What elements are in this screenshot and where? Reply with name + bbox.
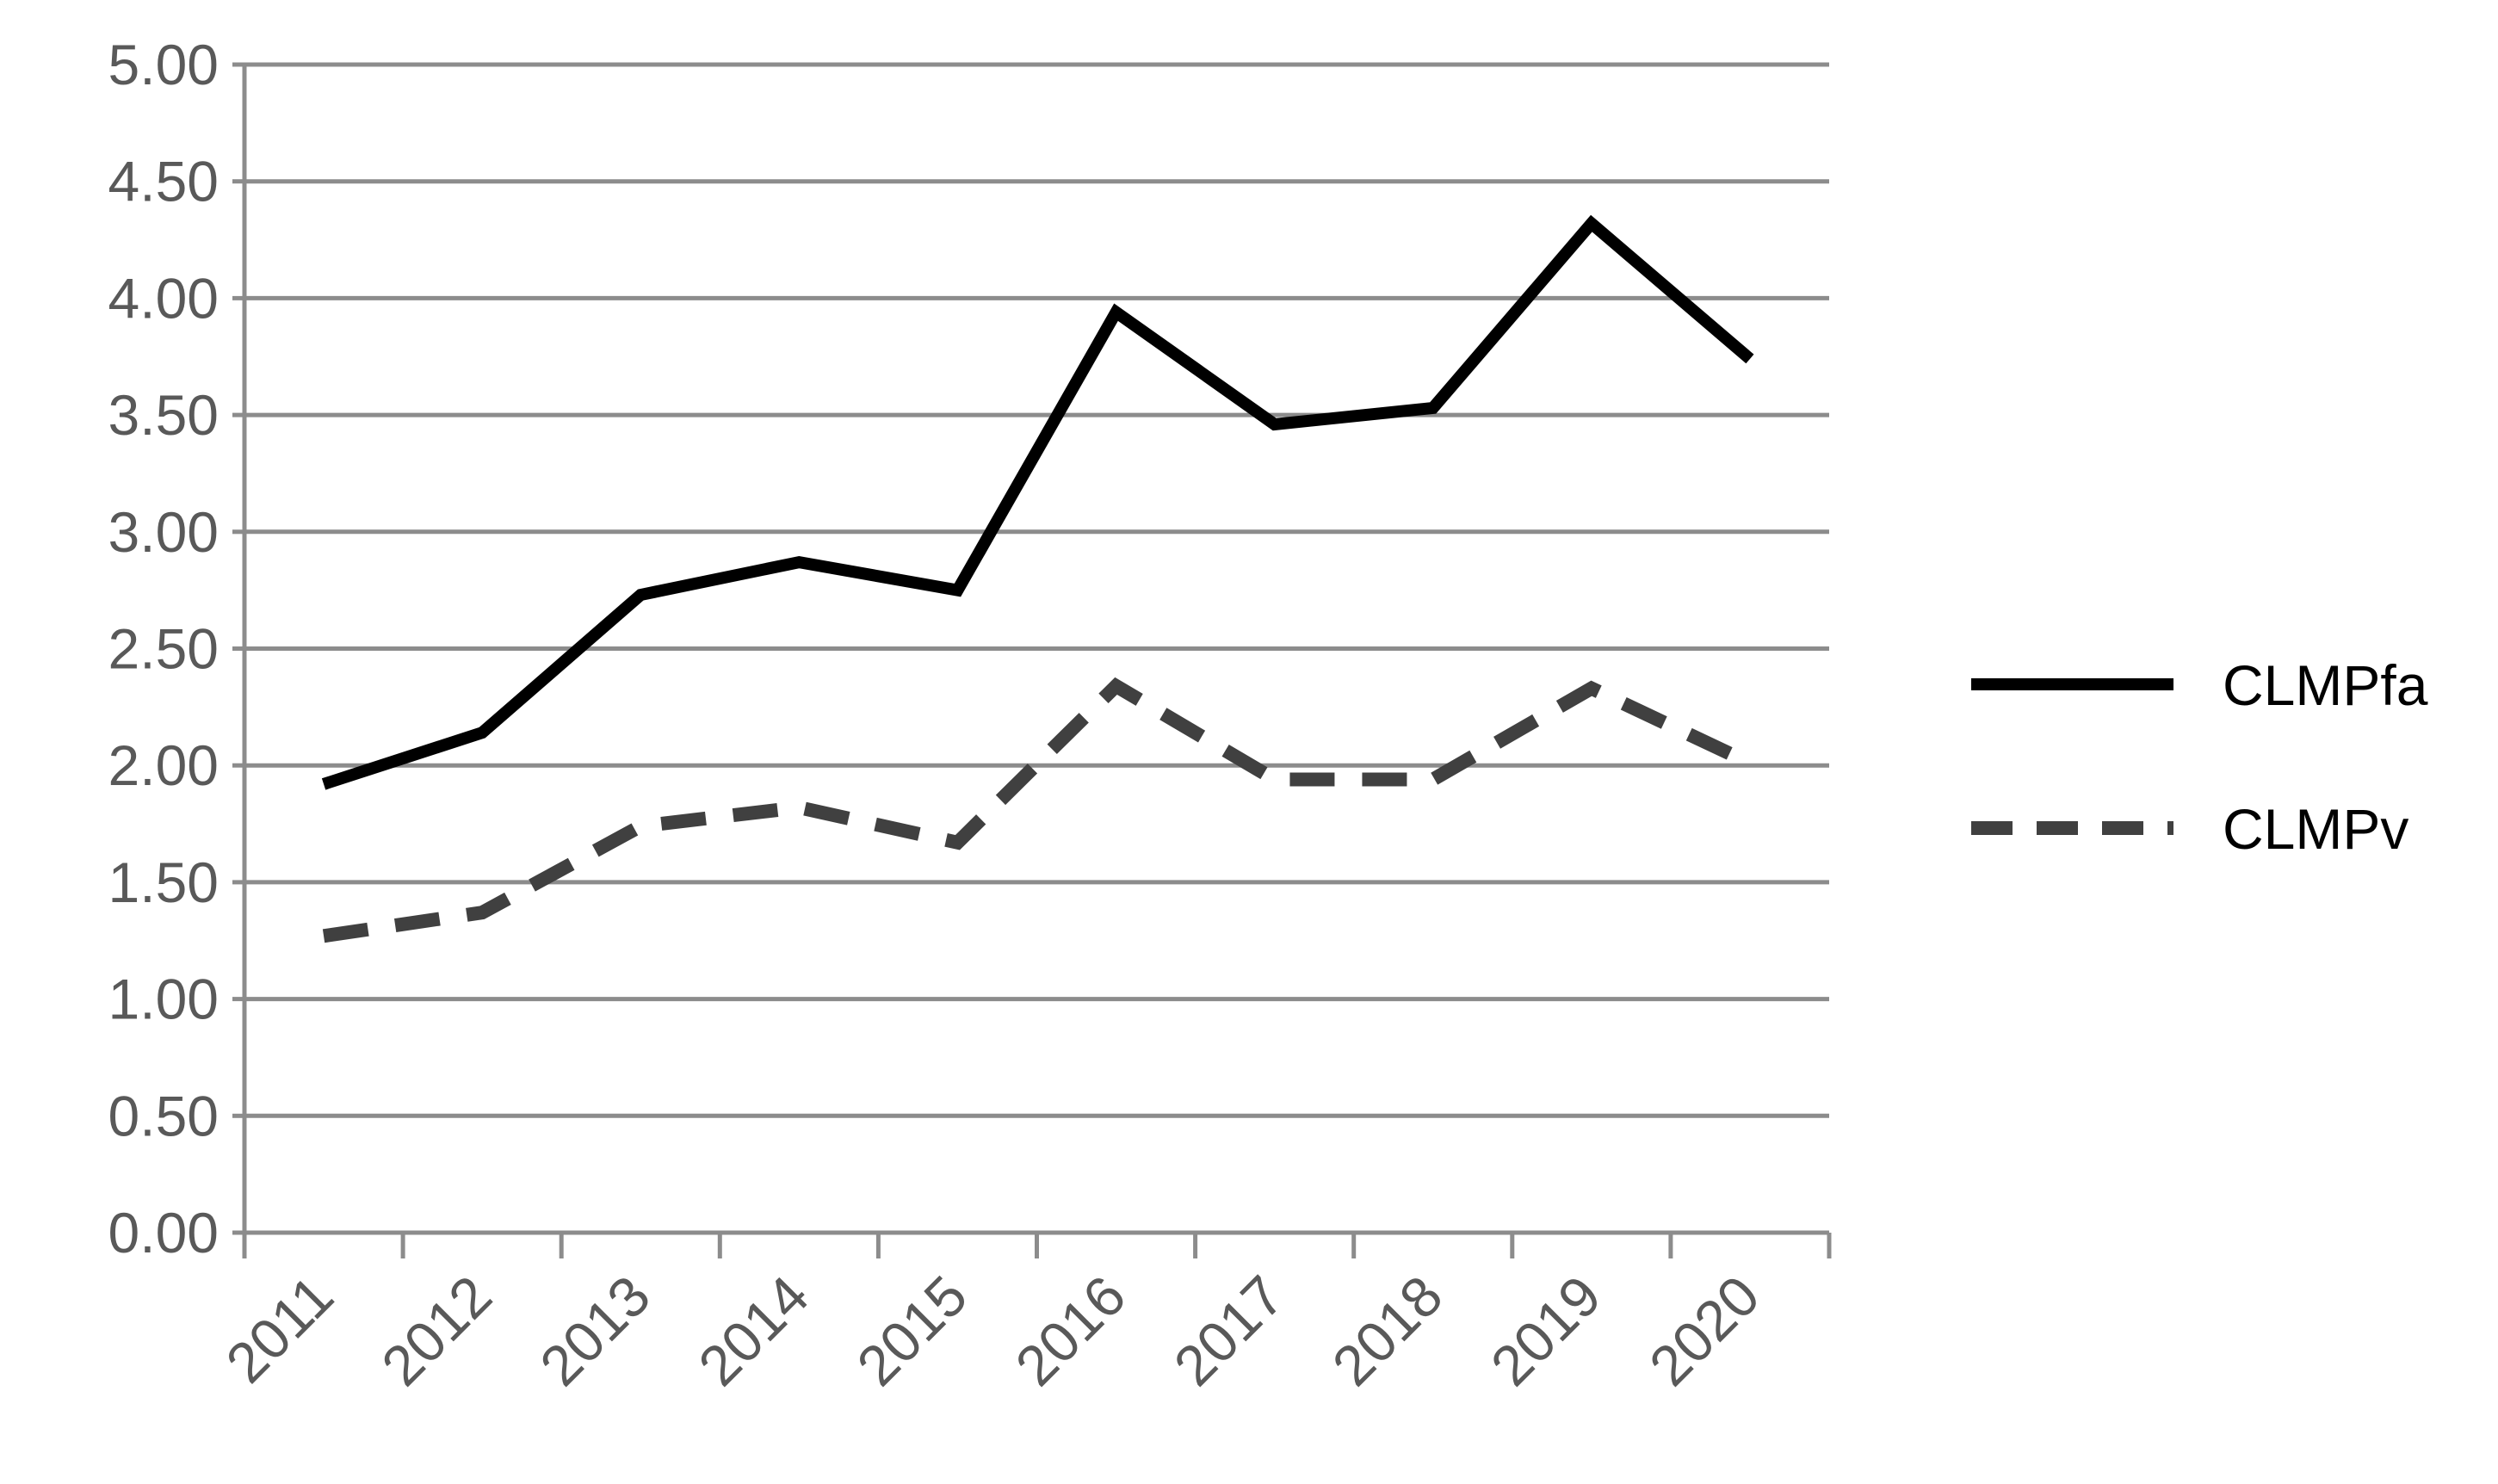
x-tick-labels: 2011 2012 2013 2014 2015 2016 2017 2018 2019 2020 — [213, 1264, 1771, 1398]
x-tick-label: 2019 — [1479, 1264, 1613, 1398]
y-tick-label: 3.00 — [108, 500, 219, 564]
y-tick-label: 1.50 — [108, 850, 219, 914]
series-lines — [321, 214, 1754, 943]
x-tick-label: 2017 — [1161, 1264, 1295, 1398]
x-tick-label: 2015 — [844, 1264, 979, 1398]
legend: CLMPfa CLMPv — [1971, 653, 2428, 861]
x-tick-label: 2013 — [528, 1264, 662, 1398]
x-tick-label: 2012 — [369, 1264, 504, 1398]
axes — [232, 62, 1832, 1258]
gridlines — [244, 62, 1829, 1118]
series-line-clmpfa — [321, 214, 1754, 790]
y-tick-label: 2.50 — [108, 617, 219, 681]
legend-label-clmpfa: CLMPfa — [2223, 653, 2428, 717]
y-tick-label: 3.50 — [108, 383, 219, 447]
y-tick-label: 5.00 — [108, 33, 219, 96]
x-tick-label: 2018 — [1320, 1264, 1455, 1398]
x-tick-label: 2011 — [213, 1264, 345, 1395]
y-tick-label: 0.50 — [108, 1084, 219, 1147]
legend-label-clmpv: CLMPv — [2223, 797, 2408, 861]
x-tick-label: 2016 — [1003, 1264, 1137, 1398]
y-tick-label: 0.00 — [108, 1201, 219, 1264]
y-tick-label: 1.00 — [108, 968, 219, 1031]
y-tick-label: 4.50 — [108, 150, 219, 213]
y-tick-label: 4.00 — [108, 266, 219, 330]
x-tick-label: 2020 — [1637, 1264, 1771, 1398]
y-tick-labels: 0.00 0.50 1.00 1.50 2.00 2.50 3.00 3.50 4.00 4.50… — [108, 33, 219, 1264]
x-tick-label: 2014 — [686, 1264, 820, 1398]
y-tick-label: 2.00 — [108, 733, 219, 797]
series-line-clmpv — [322, 677, 1753, 943]
